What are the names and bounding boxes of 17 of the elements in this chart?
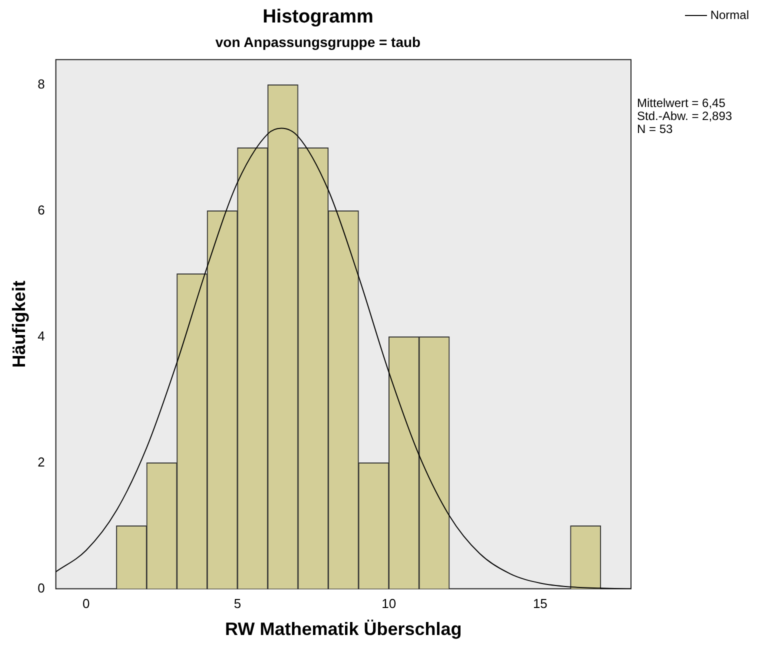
y-tick-label: 4 <box>38 328 45 344</box>
y-tick-label: 8 <box>38 76 45 92</box>
chart-title: Histogramm <box>262 6 374 28</box>
y-tick-label: 0 <box>38 580 45 596</box>
y-tick-label: 6 <box>38 202 45 218</box>
y-tick-label: 2 <box>38 454 45 470</box>
y-axis-title: Häufigkeit <box>8 280 29 368</box>
x-tick-label: 5 <box>234 596 242 612</box>
text: Mittelwert = 6,45 <box>637 96 726 110</box>
x-tick-label: 0 <box>82 596 90 612</box>
text: N = 53 <box>637 122 674 136</box>
x-tick-label: 15 <box>532 596 548 612</box>
x-tick-label: 10 <box>382 596 396 612</box>
legend-label: Normal <box>710 8 749 22</box>
x-axis-title: RW Mathematik Überschlag <box>225 619 462 640</box>
text: Std.-Abw. = 2,893 <box>637 109 732 123</box>
chart-subtitle: von Anpassungsgruppe = taub <box>215 34 421 50</box>
